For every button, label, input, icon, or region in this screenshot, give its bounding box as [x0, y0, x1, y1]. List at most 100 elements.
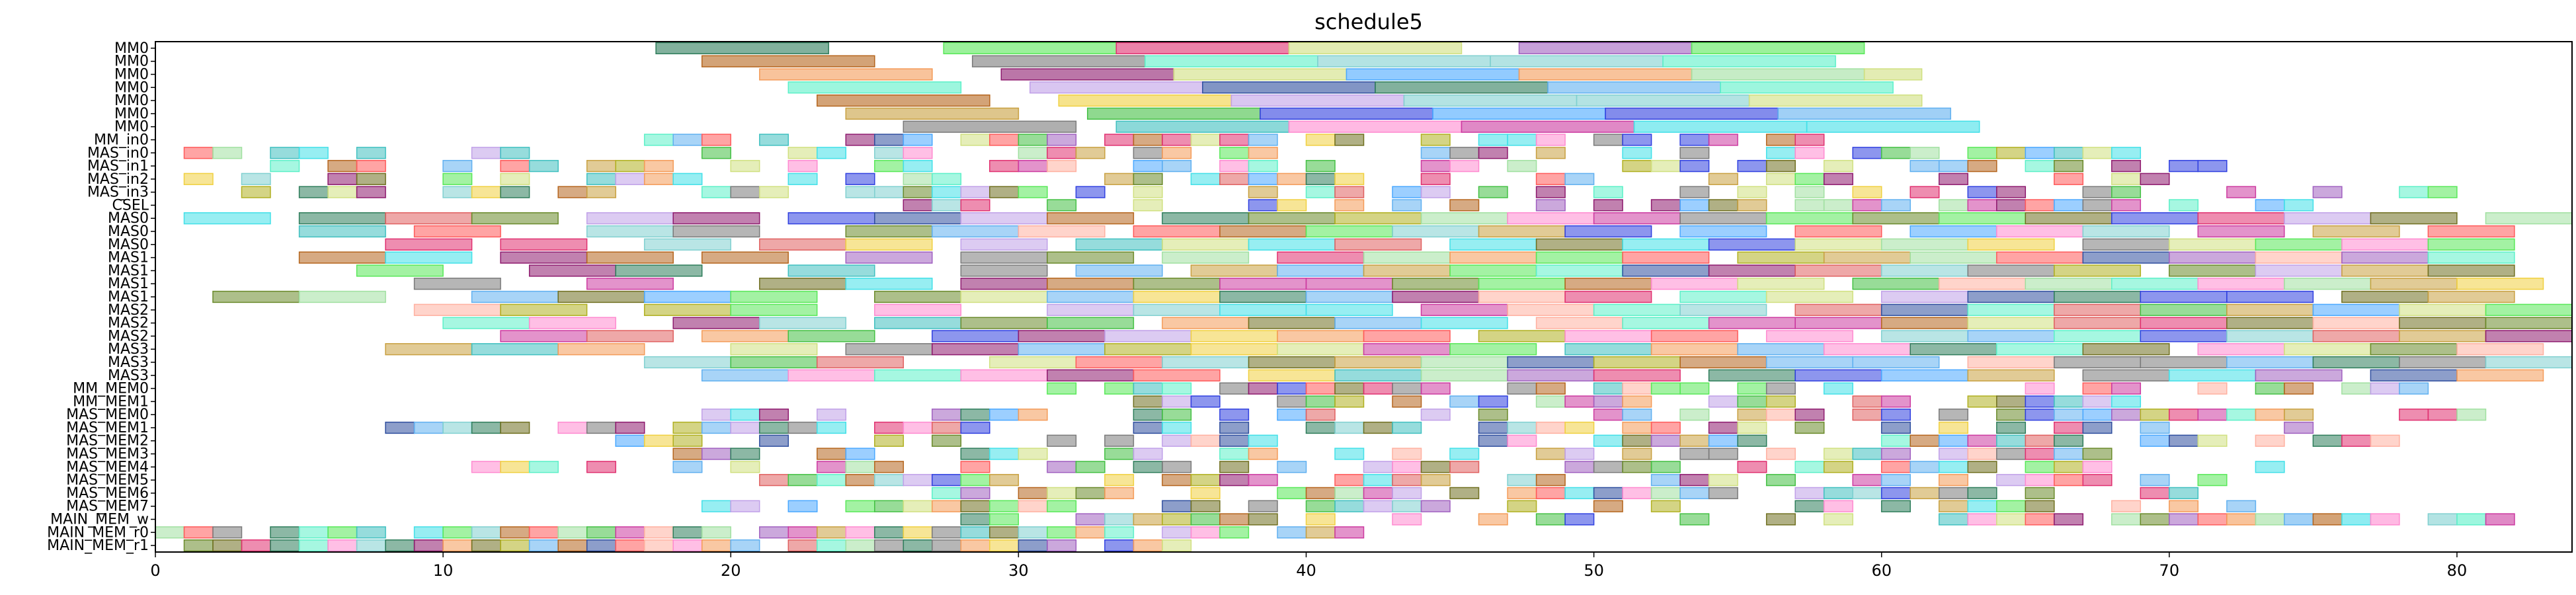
schedule-bar: [1737, 421, 1767, 434]
schedule-bar: [356, 147, 386, 159]
schedule-bar: [1432, 107, 1606, 120]
schedule-bar: [2255, 461, 2285, 473]
schedule-bar: [1880, 264, 1968, 277]
schedule-bar: [759, 134, 789, 146]
schedule-bar: [471, 290, 559, 303]
schedule-bar: [1047, 317, 1135, 329]
y-tick-label: MM_MEM0: [73, 381, 149, 397]
schedule-bar: [1880, 487, 1911, 500]
schedule-bar: [1507, 500, 1537, 512]
schedule-bar: [1047, 369, 1135, 381]
schedule-bar: [960, 487, 990, 500]
schedule-bar: [874, 290, 962, 303]
schedule-bar: [2111, 199, 2142, 212]
schedule-bar: [1363, 500, 1393, 512]
schedule-bar: [1133, 395, 1163, 408]
schedule-bar: [1047, 461, 1077, 473]
schedule-bar: [1938, 421, 1968, 434]
schedule-bar: [557, 290, 645, 303]
schedule-bar: [1910, 343, 1997, 356]
schedule-bar: [1938, 278, 2026, 290]
schedule-bar: [960, 500, 990, 512]
schedule-bar: [586, 278, 674, 290]
schedule-bar: [932, 173, 962, 185]
schedule-bar: [1765, 147, 1796, 159]
schedule-bar: [787, 81, 962, 94]
schedule-bar: [2054, 317, 2142, 329]
schedule-bar: [2025, 199, 2055, 212]
schedule-bar: [1737, 251, 1825, 264]
schedule-bar: [787, 159, 818, 173]
x-tick-label: 80: [2447, 561, 2468, 580]
schedule-bar: [1104, 382, 1135, 395]
schedule-bar: [1880, 147, 1911, 159]
schedule-bar: [1737, 382, 1767, 395]
schedule-bar: [2111, 278, 2199, 290]
schedule-bar: [471, 526, 501, 539]
schedule-bar: [1748, 94, 1923, 107]
schedule-bar: [1202, 81, 1376, 94]
schedule-bar: [1996, 434, 2027, 447]
schedule-bar: [2169, 409, 2199, 421]
schedule-bar: [1260, 107, 1433, 120]
schedule-bar: [1679, 134, 1710, 146]
schedule-bar: [1967, 317, 2055, 329]
schedule-bar: [1162, 251, 1250, 264]
schedule-bar: [2284, 382, 2314, 395]
schedule-bar: [1392, 448, 1422, 460]
y-tick-label: MM0: [114, 66, 149, 83]
schedule-bar: [701, 251, 789, 264]
schedule-bar: [2082, 343, 2170, 356]
y-tick-label: MM0: [114, 93, 149, 109]
schedule-bar: [701, 526, 731, 539]
schedule-bar: [1765, 513, 1796, 526]
schedule-bar: [701, 55, 875, 67]
schedule-bar: [2197, 278, 2285, 290]
schedule-bar: [903, 147, 933, 159]
schedule-bar: [2197, 343, 2285, 356]
schedule-bar: [1363, 343, 1451, 356]
schedule-bar: [1535, 173, 1566, 185]
schedule-bar: [1162, 159, 1192, 173]
schedule-bar: [1852, 147, 1882, 159]
schedule-bar: [1363, 264, 1451, 277]
schedule-bar: [1190, 173, 1221, 185]
schedule-bar: [1219, 147, 1250, 159]
schedule-bar: [298, 251, 386, 264]
schedule-bar: [2140, 317, 2228, 329]
schedule-bar: [471, 461, 501, 473]
schedule-bar: [2197, 159, 2228, 173]
schedule-bar: [845, 500, 875, 512]
schedule-bar: [1305, 225, 1393, 238]
schedule-bar: [356, 264, 444, 277]
schedule-bar: [960, 369, 1048, 381]
schedule-bar: [1047, 290, 1135, 303]
schedule-bar: [1910, 186, 1940, 198]
schedule-bar: [442, 526, 473, 539]
schedule-bar: [1392, 421, 1422, 434]
schedule-bar: [1823, 159, 1853, 173]
schedule-bar: [845, 278, 933, 290]
schedule-bar: [1162, 500, 1192, 512]
schedule-bar: [1967, 147, 1997, 159]
schedule-bar: [1593, 212, 1681, 225]
schedule-bar: [413, 421, 444, 434]
schedule-bar: [2370, 212, 2458, 225]
schedule-bar: [2025, 473, 2055, 487]
schedule-bar: [2140, 487, 2170, 500]
schedule-bar: [1305, 421, 1336, 434]
schedule-bar: [2054, 409, 2084, 421]
schedule-bar: [1650, 382, 1681, 395]
schedule-bar: [989, 513, 1020, 526]
y-axis: MM0MM0MM0MM0MM0MM0MM0MM_in0MAS_in0MAS_in…: [47, 40, 155, 554]
schedule-bar: [1737, 395, 1767, 408]
x-axis: 0 10 20 30 40 50 60 70 80: [150, 552, 2467, 580]
schedule-bar: [1679, 473, 1710, 487]
schedule-bar: [1823, 448, 1853, 460]
schedule-bar: [1248, 434, 1278, 447]
y-tick-label: MAS2: [108, 302, 149, 319]
schedule-bar: [1277, 330, 1365, 342]
schedule-bar: [1133, 461, 1163, 473]
schedule-bar: [1564, 487, 1595, 500]
schedule-bar: [787, 173, 818, 185]
